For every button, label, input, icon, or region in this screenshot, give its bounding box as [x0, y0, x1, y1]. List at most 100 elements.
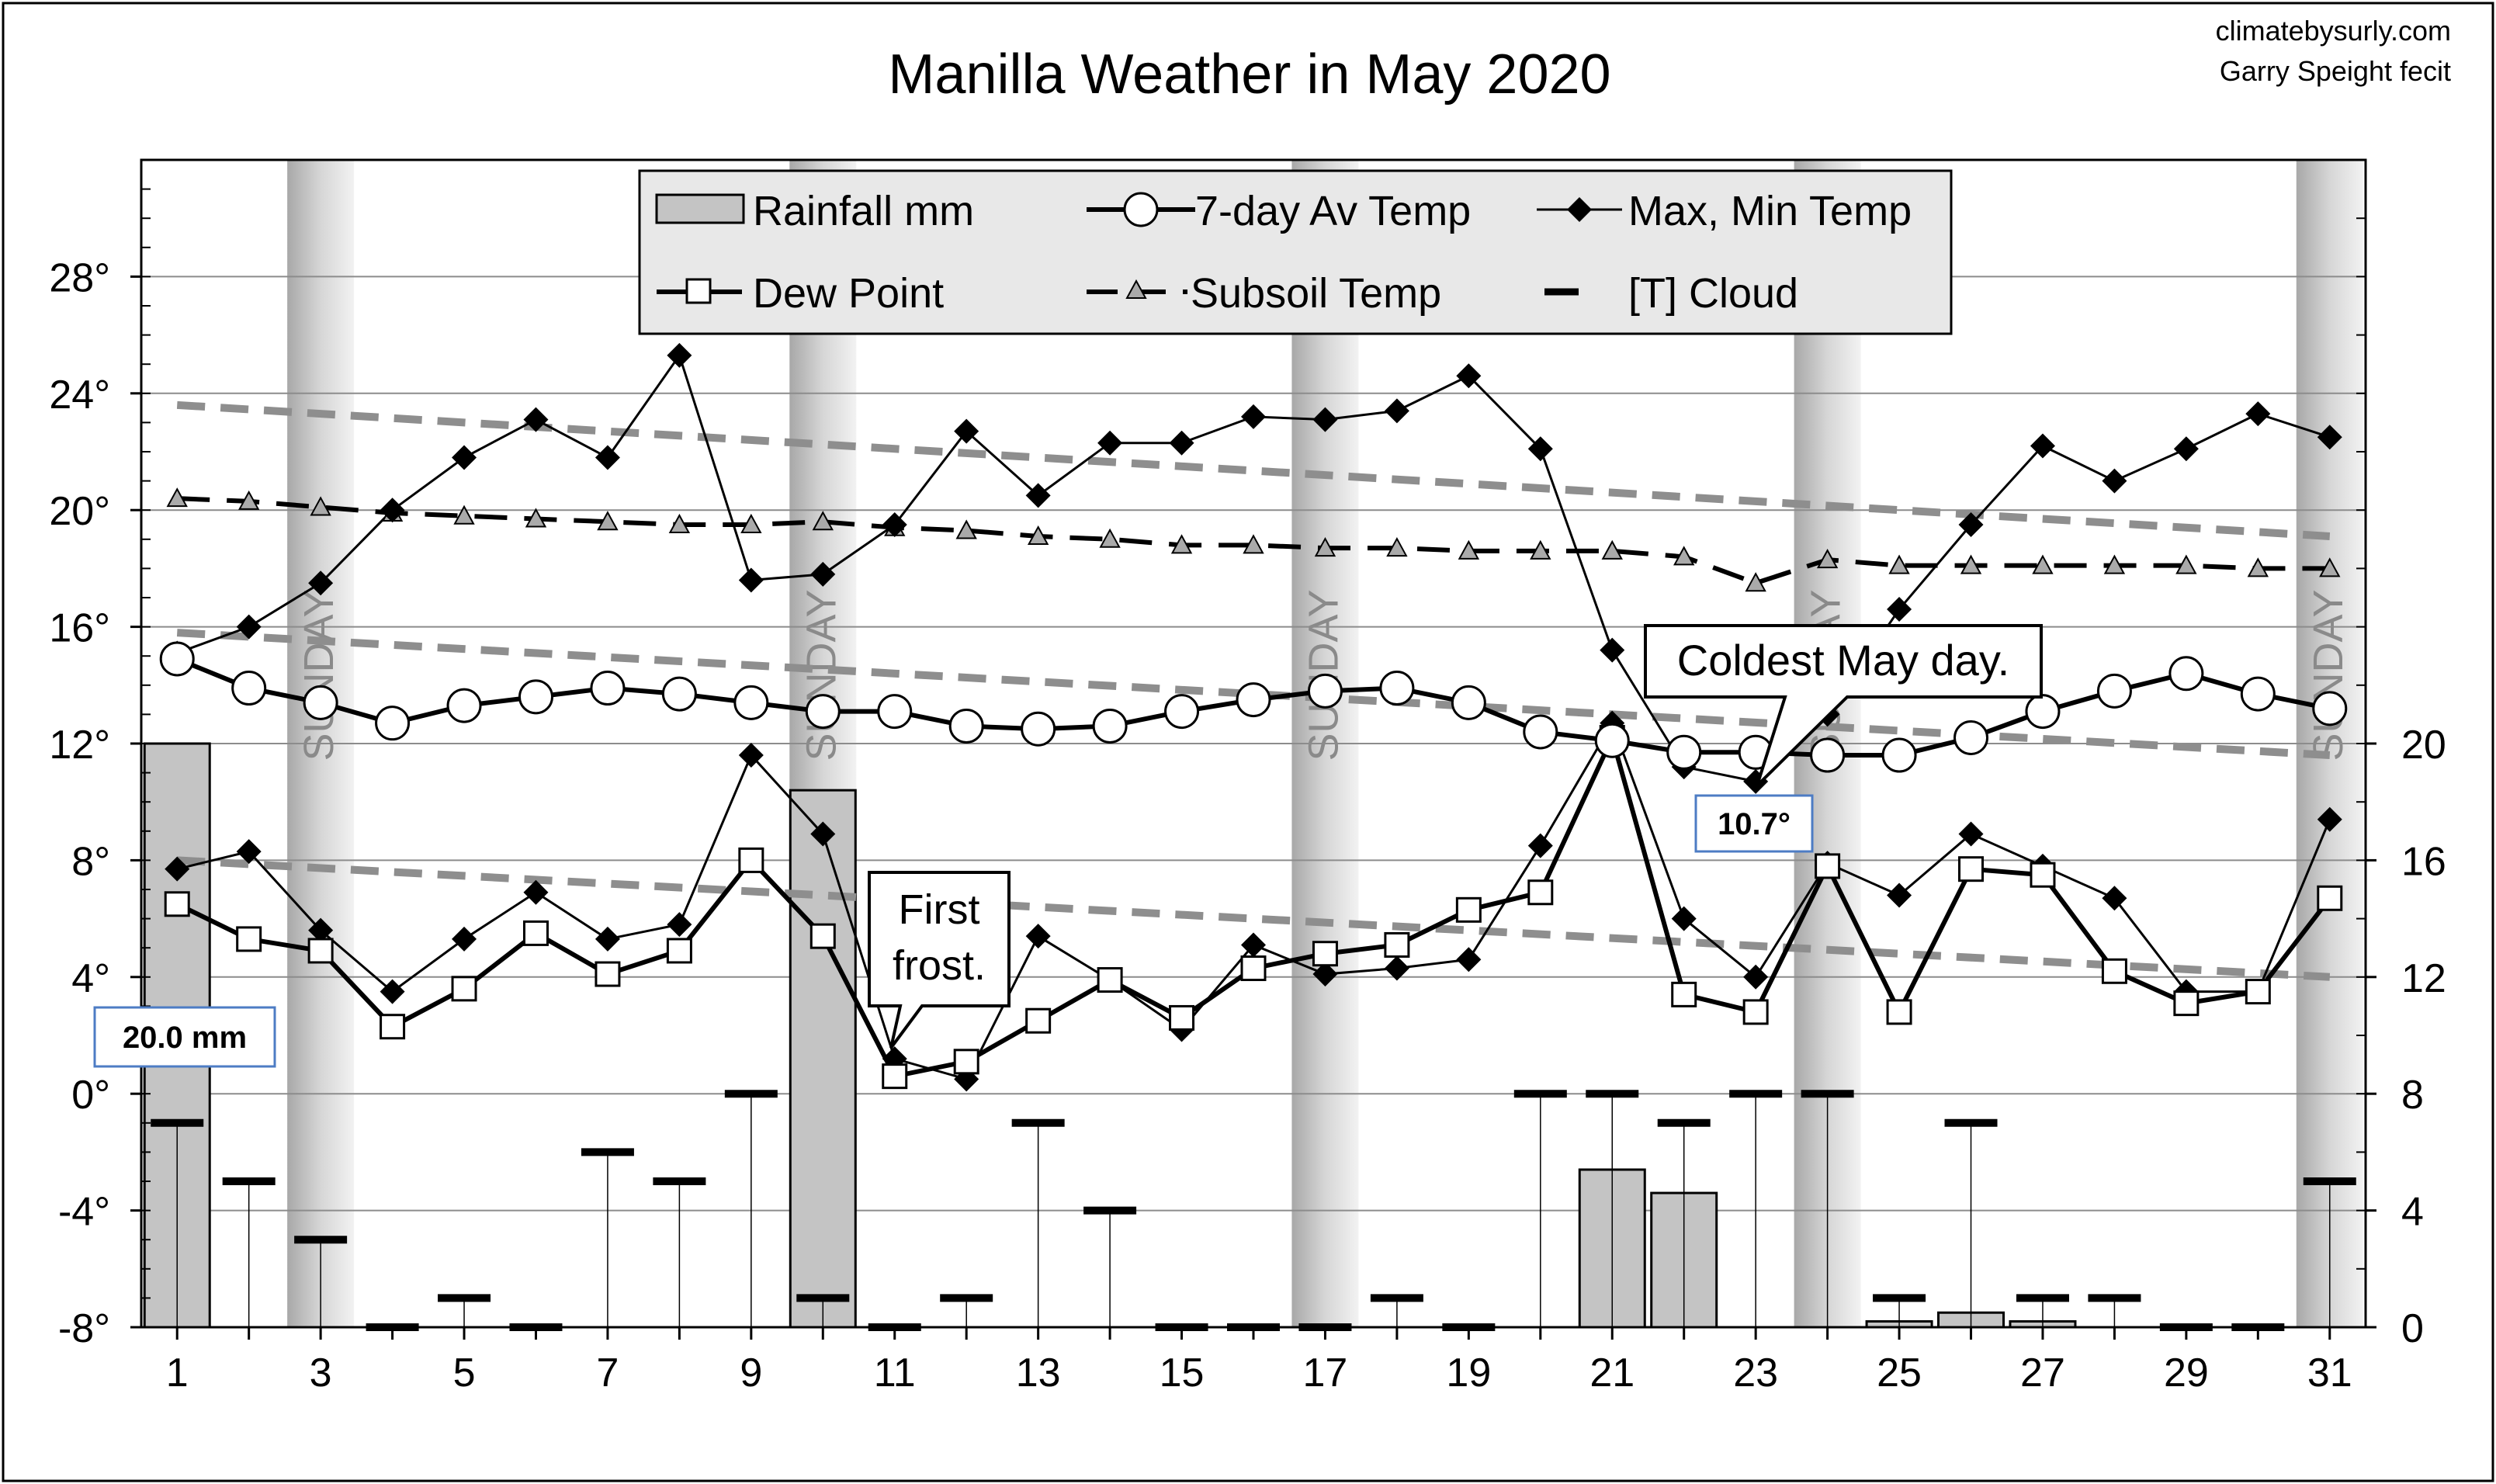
dew-point-point [164, 891, 190, 917]
credit-author: Garry Speight fecit [2220, 55, 2451, 87]
avg-temp-point [590, 671, 626, 706]
avg-temp-point [375, 706, 411, 741]
dew-point-point [380, 1014, 406, 1040]
min-temp-point [667, 912, 692, 938]
avg-temp-point [1307, 673, 1343, 709]
subsoil-point [597, 511, 619, 531]
x-tick-label: 9 [740, 1351, 762, 1396]
min-label-box [1694, 794, 1814, 853]
max-temp-point [1241, 404, 1266, 429]
min-temp-point [1241, 932, 1266, 958]
avg-temp-point [1666, 734, 1702, 770]
max-temp-point [380, 498, 405, 523]
x-tick-label: 31 [2307, 1351, 2352, 1396]
avg-temp-point [2168, 656, 2204, 692]
avg-temp-point [1379, 671, 1415, 706]
dew-point-point [809, 923, 836, 949]
x-tick-label: 29 [2164, 1351, 2209, 1396]
legend-dew-label: Dew Point [753, 270, 944, 317]
min-temp-point [1025, 924, 1051, 949]
dew-point-point [1097, 967, 1123, 993]
max-temp-point [667, 342, 692, 368]
avg-temp-point [2312, 691, 2348, 726]
dew-point-point [1671, 981, 1697, 1007]
avg-temp-point [1953, 719, 1989, 755]
avg-temp-point [159, 641, 195, 677]
y-right-tick-label: 20 [2401, 723, 2446, 768]
dew-point-point [1742, 999, 1769, 1025]
x-tick-label: 25 [1877, 1351, 1922, 1396]
x-tick-label: 21 [1589, 1351, 1635, 1396]
subsoil-point [1673, 546, 1695, 566]
subsoil-point [1243, 534, 1264, 554]
min-temp-point [595, 926, 620, 952]
avg-temp-point [1236, 682, 1271, 718]
min-temp-point [308, 917, 334, 943]
subsoil-point [2032, 554, 2054, 574]
annotations: 20.0 mm 10.7° First frost. Coldest May d… [93, 624, 2043, 1068]
min-temp-point [1456, 947, 1482, 973]
x-tick-label: 19 [1446, 1351, 1491, 1396]
avg-temp-point [661, 676, 697, 712]
dew-point-point [2317, 885, 2343, 911]
dew-point-point [1455, 896, 1482, 923]
min-temp-point [523, 879, 549, 905]
avg-temp-point [1523, 714, 1558, 750]
legend: Rainfall mm 7-day Av Temp Max, Min Temp … [638, 169, 1953, 335]
max-temp-point [2030, 433, 2055, 459]
dew-point-point [738, 847, 764, 873]
avg-temp-point [1164, 694, 1200, 730]
subsoil-point [1888, 554, 1910, 574]
avg-temp-point [2240, 676, 2276, 712]
min-temp-point [738, 743, 764, 768]
max-temp-point [1169, 430, 1194, 456]
min-temp-point [2317, 806, 2342, 832]
subsoil-point [237, 490, 260, 510]
legend-rain-label: Rainfall mm [753, 188, 974, 234]
dew-point-point [236, 926, 262, 952]
legend-rain-swatch [655, 193, 745, 224]
dew-point-point [1312, 941, 1338, 967]
series-markers [159, 342, 2348, 1092]
y-left-tick-label: 16° [49, 606, 110, 651]
min-temp-point [2102, 886, 2127, 911]
avg-temp-point [1881, 737, 1917, 773]
dew-point-point [1958, 856, 1985, 882]
avg-temp-point [1451, 685, 1486, 720]
avg-temp-point [733, 685, 769, 720]
y-left-tick-label: 0° [71, 1073, 110, 1118]
max-temp-point [2245, 401, 2271, 427]
max-temp-point [1312, 407, 1338, 432]
max-temp-point [2102, 468, 2127, 494]
dew-point-point [1886, 999, 1912, 1025]
trend-line [176, 856, 2331, 981]
dew-point-point [953, 1049, 979, 1075]
subsoil-point [1314, 536, 1336, 557]
dew-point-point [451, 976, 477, 1002]
min-temp-point [452, 926, 477, 952]
min-temp-point [810, 821, 836, 847]
max-temp-point [1958, 512, 1984, 537]
avg-temp-point [1810, 737, 1846, 773]
max-temp-point [2317, 425, 2342, 450]
dew-point-point [522, 920, 549, 946]
subsoil-point [1601, 539, 1623, 560]
max-temp-point [2173, 436, 2199, 462]
legend-maxmin-label: Max, Min Temp [1628, 188, 1912, 234]
legend-cloud-label: [T] Cloud [1628, 270, 1798, 317]
dew-point-point [882, 1063, 908, 1090]
x-tick-label: 13 [1016, 1351, 1061, 1396]
coldest-callout [1644, 624, 2043, 787]
sunday-label: SUNDAY [798, 589, 844, 761]
legend-box [638, 169, 1953, 335]
y-right-tick-label: 16 [2401, 839, 2446, 884]
dew-point-point [595, 961, 621, 987]
y-left-tick-label: 4° [71, 956, 110, 1001]
subsoil-point [1027, 525, 1049, 546]
sunday-label: SUNDAY [296, 589, 342, 761]
frost-callout [868, 871, 1011, 1049]
dew-point-point [1384, 931, 1410, 958]
chart-title: Manilla Weather in May 2020 [888, 43, 1610, 106]
legend-subsoil-label: Subsoil Temp [1191, 270, 1441, 317]
legend-subsoil-marker [1125, 279, 1147, 299]
